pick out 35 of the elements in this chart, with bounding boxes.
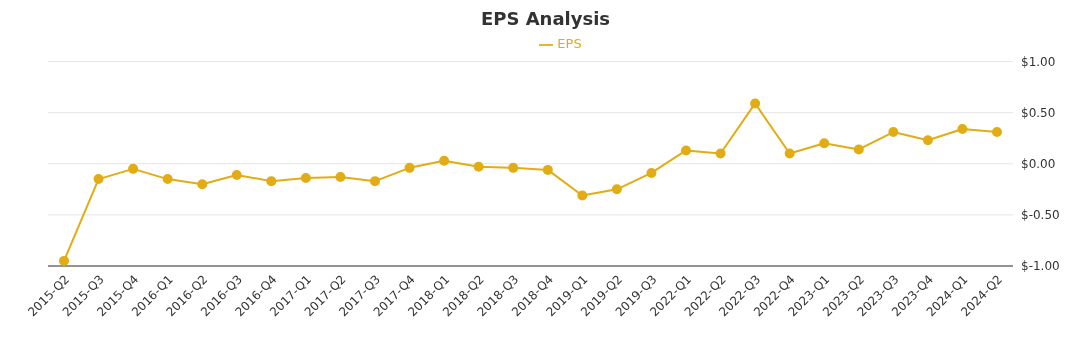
point xyxy=(715,148,726,159)
y-tick-label: $0.00 xyxy=(1021,157,1056,172)
y-tick-label: $-1.00 xyxy=(1021,259,1060,274)
point xyxy=(750,98,761,109)
point xyxy=(888,127,899,138)
point xyxy=(542,164,553,175)
point xyxy=(370,176,380,187)
point xyxy=(59,255,69,266)
point xyxy=(93,174,104,185)
point xyxy=(508,162,519,173)
point xyxy=(197,179,208,190)
point xyxy=(784,148,795,159)
legend-label: EPS xyxy=(557,36,582,51)
point xyxy=(473,161,484,172)
point xyxy=(957,123,968,134)
point xyxy=(611,184,622,195)
point xyxy=(646,167,657,178)
point xyxy=(300,173,311,184)
point xyxy=(404,162,415,173)
y-tick-label: $0.50 xyxy=(1021,105,1056,120)
point xyxy=(335,172,346,183)
point xyxy=(819,138,830,149)
point xyxy=(231,170,242,180)
point xyxy=(577,190,588,201)
point xyxy=(853,144,864,155)
y-tick-label: $-0.50 xyxy=(1021,208,1060,223)
point xyxy=(439,155,450,166)
point xyxy=(128,163,139,174)
chart-title: EPS Analysis xyxy=(479,8,612,31)
point xyxy=(992,127,1002,138)
point xyxy=(266,176,277,187)
y-tick-label: $1.00 xyxy=(1021,54,1056,69)
point xyxy=(681,145,691,156)
point xyxy=(922,135,933,146)
point xyxy=(162,174,173,185)
